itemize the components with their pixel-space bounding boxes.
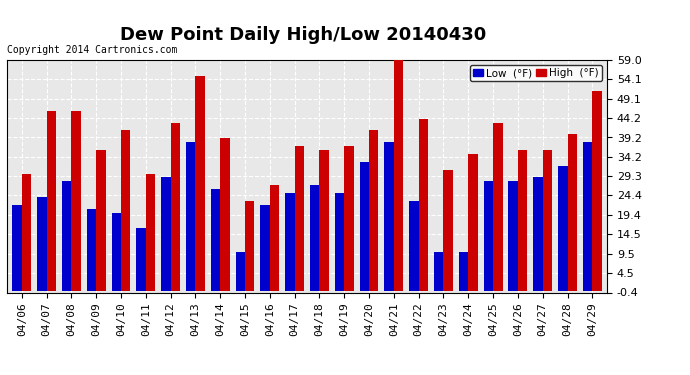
Bar — [543, 150, 552, 291]
Bar — [509, 182, 518, 291]
Bar — [186, 142, 195, 291]
Bar — [112, 213, 121, 291]
Bar — [96, 150, 106, 291]
Bar — [592, 92, 602, 291]
Bar — [369, 130, 379, 291]
Bar — [195, 76, 205, 291]
Bar — [137, 228, 146, 291]
Bar — [285, 193, 295, 291]
Bar — [62, 182, 71, 291]
Bar — [434, 252, 444, 291]
Bar — [245, 201, 255, 291]
Bar — [394, 60, 403, 291]
Bar — [359, 162, 369, 291]
Bar — [335, 193, 344, 291]
Bar — [220, 138, 230, 291]
Text: Dew Point Daily High/Low 20140430: Dew Point Daily High/Low 20140430 — [121, 26, 486, 44]
Bar — [444, 170, 453, 291]
Bar — [161, 177, 170, 291]
Bar — [567, 134, 577, 291]
Bar — [37, 197, 47, 291]
Bar — [558, 166, 567, 291]
Bar — [71, 111, 81, 291]
Bar — [344, 146, 354, 291]
Bar — [235, 252, 245, 291]
Text: Copyright 2014 Cartronics.com: Copyright 2014 Cartronics.com — [7, 45, 177, 55]
Bar — [384, 142, 394, 291]
Bar — [295, 146, 304, 291]
Bar — [484, 182, 493, 291]
Bar — [419, 119, 428, 291]
Bar — [270, 185, 279, 291]
Bar — [310, 185, 319, 291]
Bar — [493, 123, 502, 291]
Bar — [583, 142, 592, 291]
Bar — [319, 150, 329, 291]
Bar — [170, 123, 180, 291]
Bar — [409, 201, 419, 291]
Bar — [146, 174, 155, 291]
Bar — [211, 189, 220, 291]
Bar — [260, 205, 270, 291]
Bar — [22, 174, 31, 291]
Bar — [12, 205, 22, 291]
Bar — [533, 177, 543, 291]
Bar — [469, 154, 477, 291]
Bar — [87, 209, 96, 291]
Bar — [459, 252, 469, 291]
Legend: Low  (°F), High  (°F): Low (°F), High (°F) — [470, 65, 602, 81]
Bar — [47, 111, 56, 291]
Bar — [121, 130, 130, 291]
Bar — [518, 150, 527, 291]
